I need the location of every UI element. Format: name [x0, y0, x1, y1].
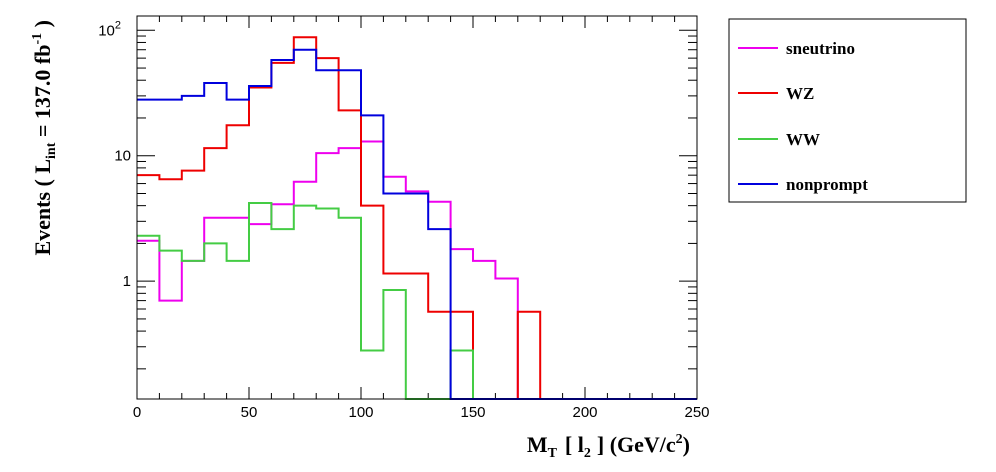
plot-frame	[136, 15, 698, 400]
series-sneutrino-line	[137, 140, 697, 400]
y-tick-labels: 1 10 102	[98, 19, 131, 290]
x-title-units: ] (GeV/c	[597, 432, 676, 457]
y-title-exp: -1	[30, 33, 45, 45]
y-title-prefix: Events ( L	[30, 159, 55, 256]
y-tick-label: 1	[123, 273, 131, 290]
legend-box	[728, 18, 967, 203]
legend-label-WW: WW	[786, 130, 820, 149]
y-title-sub: int	[44, 142, 59, 159]
legend-label-sneutrino: sneutrino	[786, 39, 855, 58]
x-tick-label: 250	[684, 404, 709, 421]
x-axis-title: MT[ l2] (GeV/c2)	[527, 432, 690, 461]
x-tick-label: 50	[241, 404, 258, 421]
x-tick-label: 100	[348, 404, 373, 421]
x-tick-label: 150	[460, 404, 485, 421]
series-lines	[137, 36, 697, 400]
series-WW-line	[137, 201, 697, 400]
x-title-sub: T	[548, 446, 558, 461]
y-title-close: )	[30, 20, 55, 33]
x-title-lepton-sub: 2	[584, 446, 591, 461]
y-axis-title: Events ( Lint = 137.0 fb-1 )	[30, 20, 59, 256]
y-tick-label: 102	[98, 19, 121, 39]
x-title-units-exp: 2	[676, 432, 683, 447]
series-nonprompt-line	[137, 48, 697, 400]
y-tick-label: 10	[114, 148, 131, 165]
x-tick-label: 200	[572, 404, 597, 421]
x-title-bracket: [ l	[565, 432, 584, 457]
y-title-value: = 137.0 fb	[30, 45, 55, 143]
legend: sneutrino WZ WW nonprompt	[728, 18, 967, 203]
x-tick-label: 0	[133, 404, 141, 421]
x-title-main: M	[527, 432, 548, 457]
legend-items: sneutrino WZ WW nonprompt	[738, 39, 868, 194]
tick-marks	[136, 16, 698, 399]
x-title-units-close: )	[683, 432, 690, 457]
legend-label-nonprompt: nonprompt	[786, 175, 868, 194]
x-tick-labels: 0 50 100 150 200 250	[133, 404, 710, 421]
legend-label-WZ: WZ	[786, 84, 814, 103]
